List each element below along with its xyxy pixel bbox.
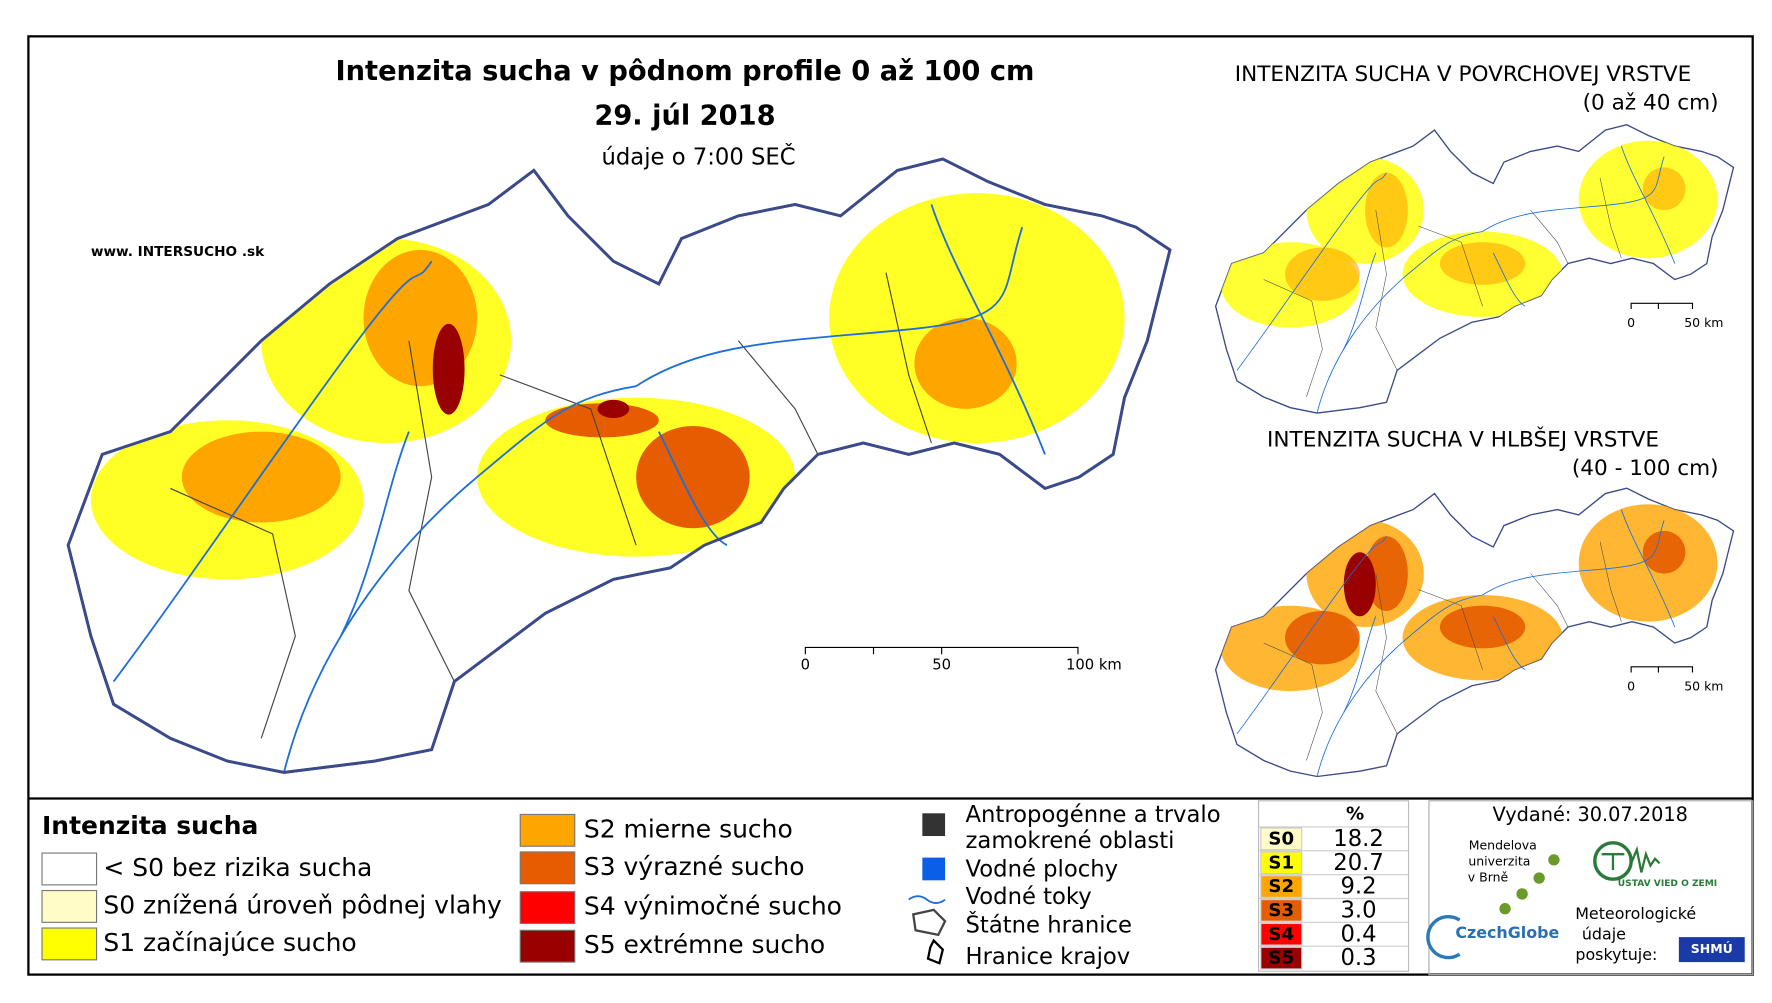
drought-area (1642, 530, 1686, 574)
symbol-region (926, 938, 945, 965)
symbol-border (911, 908, 947, 937)
scale-label: 100 km (1066, 657, 1122, 674)
scale-bar (1630, 666, 1694, 673)
symbol-label: Vodné toky (966, 884, 1092, 910)
stats-class: S3 (1268, 900, 1294, 921)
stats-percent: 0.4 (1340, 921, 1376, 947)
symbol-label: Vodné plochy (966, 857, 1119, 883)
scale-label: 50 km (1684, 679, 1723, 694)
stats-percent: 20.7 (1333, 850, 1384, 876)
legend-label: S3 výrazné sucho (584, 852, 805, 881)
drought-area (1439, 605, 1526, 649)
legend-swatch (519, 851, 576, 885)
issued: Vydané: 30.07.2018 (1493, 803, 1688, 826)
drought-area (1285, 611, 1360, 665)
legend-label: S5 extrémne sucho (584, 930, 825, 959)
inset-drought (1220, 504, 1718, 692)
stats-class-cell (1260, 851, 1303, 875)
stats-class: S0 (1268, 828, 1294, 849)
scale-label: 0 (801, 657, 810, 674)
legend-label: < S0 bez rizika sucha (103, 853, 372, 882)
inset-map (1214, 124, 1735, 414)
legend-swatch (41, 852, 98, 886)
symbol-label: Hranice krajov (966, 944, 1131, 970)
inset-title: INTENZITA SUCHA V POVRCHOVEJ VRSTVE (1235, 62, 1692, 87)
mendel-text: Mendelova (1469, 838, 1537, 853)
legend-label: S4 výnimočné sucho (584, 892, 842, 921)
stats-class-cell (1260, 946, 1303, 970)
symbol-water (922, 857, 946, 881)
stats-header: % (1346, 803, 1364, 824)
mendel-text: univerzita (1468, 854, 1530, 869)
drought-area (1365, 536, 1408, 612)
footer-box (1428, 800, 1754, 976)
stats-percent: 9.2 (1340, 874, 1376, 900)
legend-title: Intenzita sucha (42, 811, 258, 840)
scale-bar (804, 646, 1079, 655)
inset-title: INTENZITA SUCHA V HLBŠEJ VRSTVE (1267, 427, 1659, 453)
drought-area (1343, 552, 1376, 617)
stats-class: S5 (1268, 948, 1294, 969)
symbol-label: Štátne hranice (966, 910, 1132, 938)
stats-percent: 3.0 (1340, 897, 1376, 923)
ustav: ÚSTAV VIED O ZEMI (1618, 877, 1717, 889)
scale-bar (1630, 302, 1694, 309)
meteo-text: údaje (1582, 924, 1626, 943)
legend-swatch (41, 927, 98, 961)
czechglobe: CzechGlobe (1455, 923, 1559, 942)
stats-percent: 0.3 (1340, 945, 1376, 971)
stats-class: S4 (1268, 924, 1294, 945)
drought-area (1285, 247, 1360, 301)
scale-label: 50 km (1684, 315, 1723, 330)
map-date: 29. júl 2018 (594, 100, 775, 131)
shmu-logo (1678, 937, 1745, 963)
czechglobe-arc (1426, 914, 1461, 960)
shmu: SHMÚ (1691, 941, 1733, 956)
main-map: Intenzita sucha v pôdnom profile 0 až 10… (66, 56, 1172, 774)
ustav-wave (1601, 845, 1661, 873)
legend-swatch (41, 889, 98, 923)
website: www. INTERSUCHO .sk (91, 244, 265, 260)
drought-area (1365, 172, 1408, 248)
symbol-river (908, 895, 946, 904)
symbol-label: Antropogénne a trvalo (966, 802, 1221, 828)
legend-label: S0 znížená úroveň pôdnej vlahy (103, 890, 502, 919)
stats-class-cell (1260, 922, 1303, 946)
map-title: Intenzita sucha v pôdnom profile 0 až 10… (336, 56, 1035, 87)
frame (27, 35, 1754, 976)
drought-area (1642, 167, 1686, 211)
inset-subtitle: (40 - 100 cm) (1572, 456, 1719, 481)
symbol-urban (922, 813, 946, 837)
legend-swatch (519, 891, 576, 925)
map-note: údaje o 7:00 SEČ (602, 142, 796, 170)
legend-label: S2 mierne sucho (584, 814, 793, 843)
stats-class-cell (1260, 875, 1303, 898)
stats-class: S2 (1268, 876, 1294, 897)
stats-class-cell (1260, 899, 1303, 922)
mendel-text: v Brně (1468, 870, 1509, 885)
inset-map (1214, 487, 1735, 778)
legend-label: S1 začínajúce sucho (103, 928, 356, 957)
stats-percent: 18.2 (1333, 826, 1384, 852)
mendel-dots (1499, 854, 1560, 915)
legend-swatch (519, 929, 576, 963)
meteo-text: poskytuje: (1575, 945, 1657, 964)
scale-label: 0 (1627, 315, 1635, 330)
symbol-label: zamokrené oblasti (966, 828, 1175, 854)
legend-swatch (519, 813, 576, 847)
stats-class: S1 (1268, 852, 1294, 873)
stats-class-cell (1260, 827, 1303, 851)
scale-label: 50 (932, 657, 951, 674)
meteo-text: Meteorologické (1575, 904, 1696, 923)
drought-area (1439, 242, 1526, 285)
inset-subtitle: (0 až 40 cm) (1583, 90, 1719, 115)
scale-label: 0 (1627, 679, 1635, 694)
